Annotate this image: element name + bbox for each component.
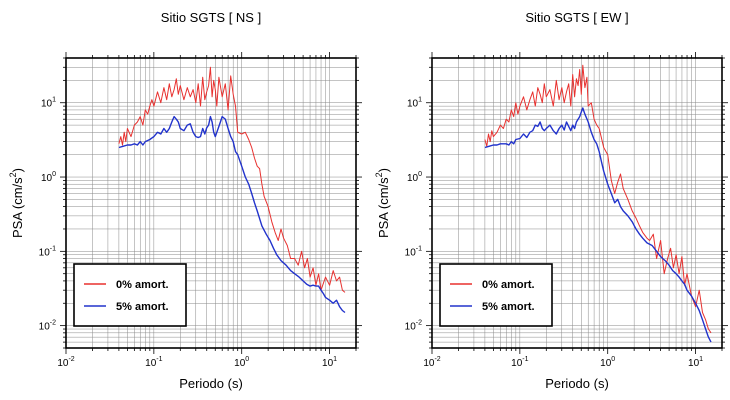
legend-label-0: 0% amort. <box>116 279 169 291</box>
chart-panel-0: 10-2 10-1 100 101 10-2 10-1 100 101 Sitio SGTS [… <box>8 10 362 391</box>
x-axis-label: Periodo (s) <box>545 376 609 391</box>
y-tick-label: 101 <box>41 97 56 110</box>
y-tick-label: 10-1 <box>405 245 422 258</box>
legend-box <box>73 263 187 327</box>
legend-box <box>439 263 553 327</box>
series-line-0 <box>118 66 346 293</box>
y-tick-label: 10-2 <box>405 320 422 333</box>
y-tick-label: 100 <box>41 171 56 184</box>
axis-ticks <box>426 52 728 354</box>
series-line-0 <box>484 64 712 334</box>
y-axis-label: PSA (cm/s2) <box>8 168 25 238</box>
y-tick-label: 100 <box>407 171 422 184</box>
legend-label-1: 5% amort. <box>116 301 169 313</box>
legend-label-1: 5% amort. <box>482 301 535 313</box>
chart-title: Sitio SGTS [ EW ] <box>525 10 628 25</box>
x-tick-label: 101 <box>688 356 703 369</box>
x-tick-label: 100 <box>600 356 615 369</box>
x-tick-label: 100 <box>234 356 249 369</box>
chart-panel-1: 10-2 10-1 100 101 10-2 10-1 100 101 Sitio SGTS [… <box>374 10 728 391</box>
y-tick-label: 101 <box>407 97 422 110</box>
y-tick-label: 10-2 <box>39 320 56 333</box>
x-tick-label: 101 <box>322 356 337 369</box>
plot-frame <box>431 57 723 349</box>
x-tick-label: 10-2 <box>423 356 440 369</box>
y-axis-label: PSA (cm/s2) <box>374 168 391 238</box>
y-tick-label: 10-1 <box>39 245 56 258</box>
x-tick-label: 10-2 <box>57 356 74 369</box>
series-line-1 <box>118 115 346 314</box>
x-tick-label: 10-1 <box>511 356 528 369</box>
legend: 0% amort. 5% amort. <box>73 263 187 327</box>
plot-frame <box>65 57 357 349</box>
x-tick-label: 10-1 <box>145 356 162 369</box>
axis-ticks <box>60 52 362 354</box>
legend: 0% amort. 5% amort. <box>439 263 553 327</box>
legend-label-0: 0% amort. <box>482 279 535 291</box>
x-axis-label: Periodo (s) <box>179 376 243 391</box>
chart-title: Sitio SGTS [ NS ] <box>161 10 261 25</box>
series-line-1 <box>484 107 712 343</box>
